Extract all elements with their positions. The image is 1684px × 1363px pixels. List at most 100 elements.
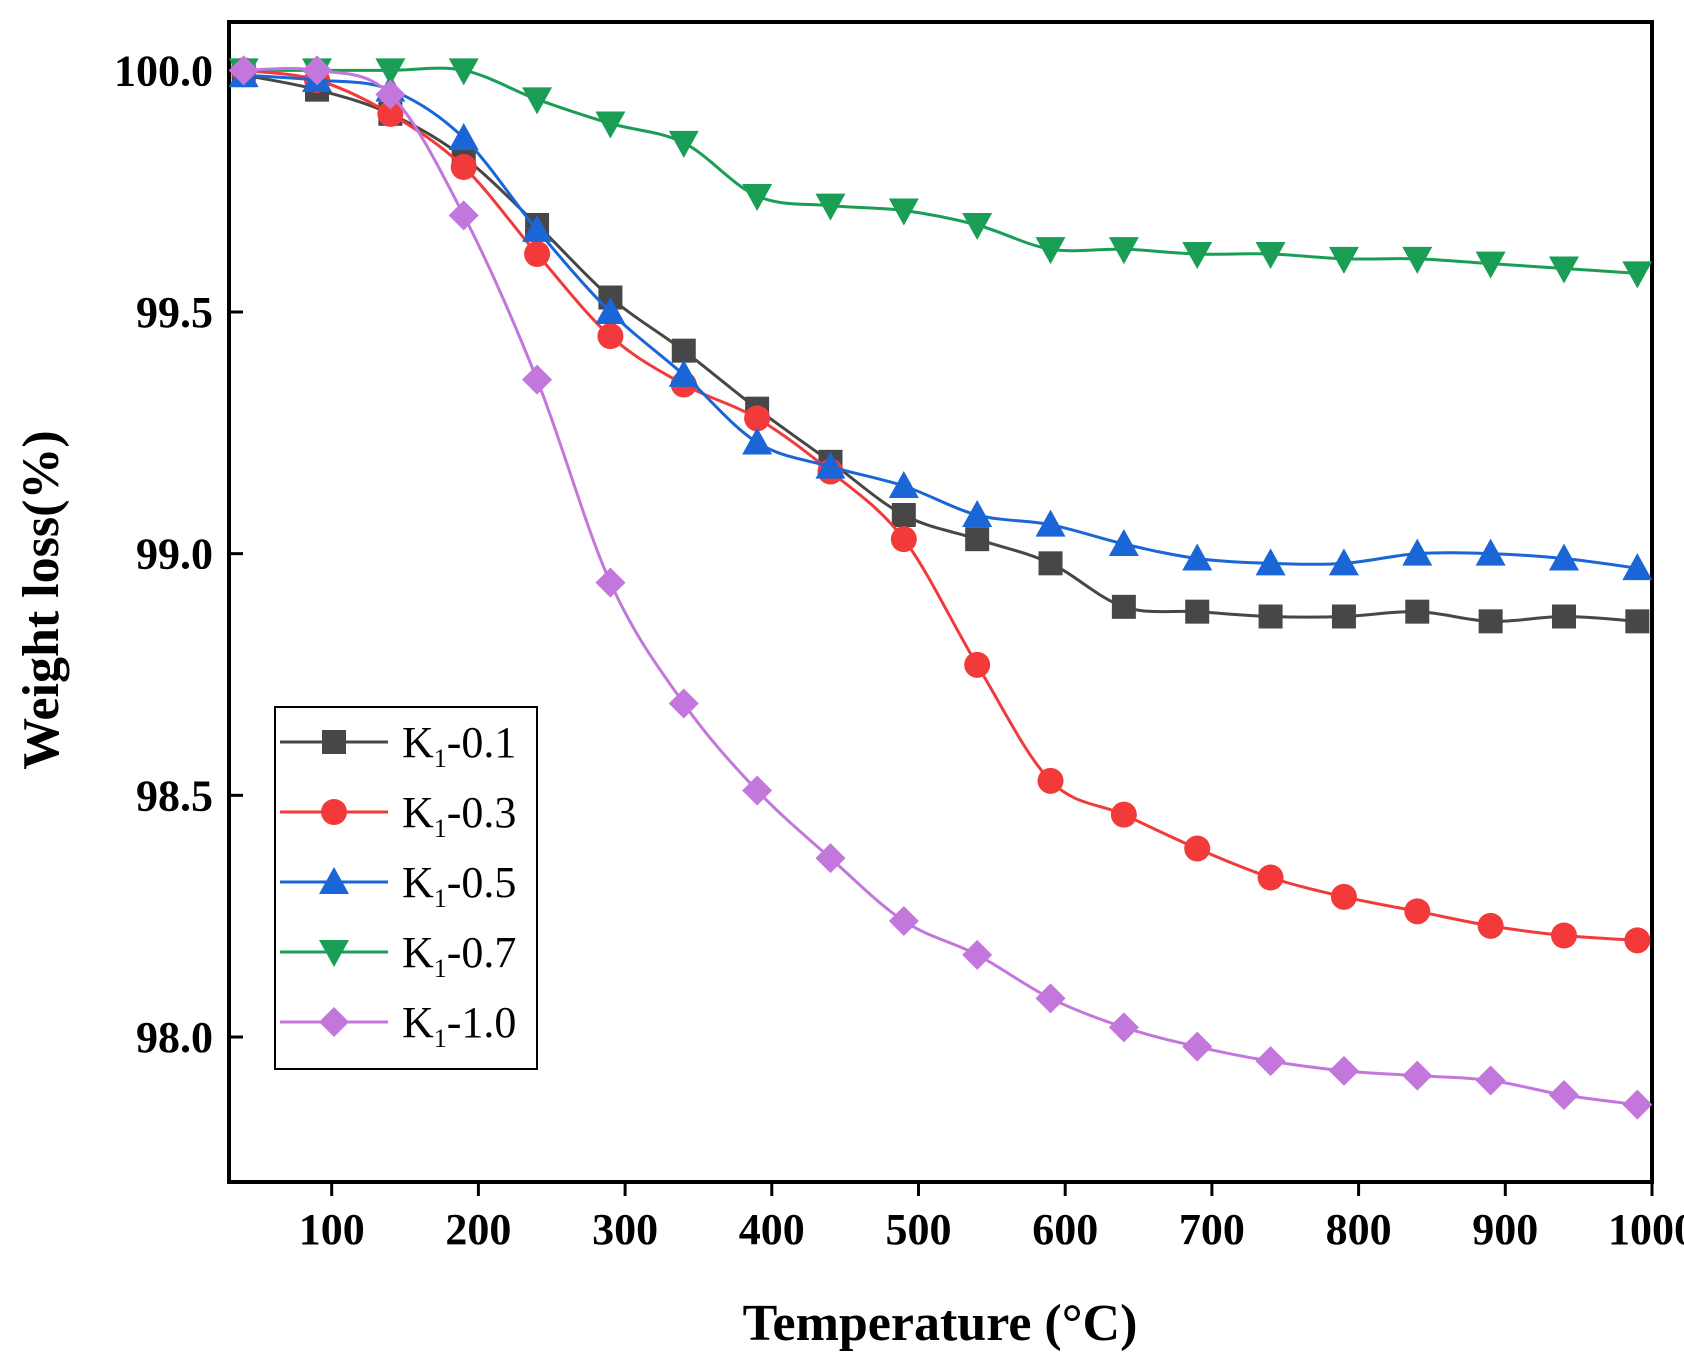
data-point-marker <box>1108 1012 1139 1043</box>
series-line <box>243 68 1638 942</box>
series-K1-0.5 <box>228 60 1653 581</box>
data-point-marker <box>1478 609 1503 634</box>
data-point-marker <box>1257 864 1284 891</box>
data-point-marker <box>888 471 919 498</box>
legend-label: K1-0.1 <box>402 718 516 773</box>
legend-marker <box>319 1007 349 1037</box>
data-point-marker <box>1035 509 1066 537</box>
data-point-marker <box>742 775 773 806</box>
y-tick-label: 99.5 <box>136 288 213 337</box>
data-point-marker <box>448 58 479 86</box>
data-point-marker <box>815 451 846 479</box>
data-point-marker <box>1477 912 1504 939</box>
data-point-marker <box>1475 1065 1506 1096</box>
y-axis-title: Weight loss(%) <box>13 430 70 769</box>
data-point-marker <box>1402 538 1433 566</box>
legend-label: K1-0.5 <box>402 858 516 913</box>
data-point-marker <box>742 427 773 455</box>
data-point-marker <box>1328 1055 1359 1086</box>
x-tick-label: 700 <box>1179 1205 1245 1254</box>
legend-marker <box>319 940 349 967</box>
x-tick-label: 900 <box>1472 1205 1538 1254</box>
data-point-marker <box>1551 604 1576 629</box>
data-point-marker <box>815 193 846 221</box>
series-K1-0.7 <box>228 58 1653 289</box>
data-point-marker <box>1255 1046 1286 1077</box>
data-point-marker <box>595 111 626 139</box>
legend-item: K1-0.5 <box>280 858 516 913</box>
data-point-marker <box>1402 246 1433 274</box>
data-point-marker <box>890 526 917 553</box>
data-point-marker <box>671 338 696 363</box>
data-point-marker <box>1108 529 1139 556</box>
data-point-marker <box>1108 237 1139 265</box>
x-tick-label: 100 <box>299 1205 365 1254</box>
legend-label: K1-0.3 <box>402 788 516 843</box>
x-tick-label: 800 <box>1326 1205 1392 1254</box>
x-axis-ticks: 100 200 300 400 500 600 700 800 900 1000 <box>299 1182 1684 1254</box>
data-point-marker <box>668 688 699 719</box>
data-point-marker <box>1550 922 1577 949</box>
data-point-marker <box>1255 242 1286 269</box>
data-point-marker <box>522 364 553 395</box>
legend: K1-0.1 K1-0.3 K1-0.5 K1-0.7 K1-1.0 <box>274 706 538 1070</box>
data-point-marker <box>964 651 991 678</box>
x-tick-label: 400 <box>739 1205 805 1254</box>
data-point-marker <box>891 503 916 527</box>
legend-marker <box>321 799 347 825</box>
x-tick-label: 500 <box>885 1205 951 1254</box>
data-point-marker <box>668 359 699 387</box>
data-point-marker <box>1405 599 1430 624</box>
data-point-marker <box>1624 927 1651 954</box>
data-point-marker <box>1402 1060 1433 1091</box>
x-tick-label: 600 <box>1032 1205 1098 1254</box>
y-axis-ticks: 98.0 98.5 99.0 99.5 100.0 <box>114 46 243 1062</box>
data-point-marker <box>524 241 551 267</box>
data-point-marker <box>448 123 479 150</box>
data-point-marker <box>965 527 990 552</box>
data-point-marker <box>1110 801 1137 828</box>
data-point-marker <box>1475 251 1506 279</box>
data-point-marker <box>450 154 477 180</box>
data-point-marker <box>1548 1080 1579 1110</box>
legend-label: K1-0.7 <box>402 928 516 983</box>
data-point-marker <box>1404 898 1431 925</box>
data-point-marker <box>228 55 259 86</box>
data-point-marker <box>962 939 993 970</box>
series-layer <box>228 55 1653 1120</box>
data-point-marker <box>815 843 846 874</box>
data-point-marker <box>1182 543 1213 571</box>
data-point-marker <box>522 87 553 115</box>
data-point-marker <box>1625 609 1650 634</box>
y-tick-label: 100.0 <box>114 46 213 95</box>
legend-item: K1-0.7 <box>280 928 516 983</box>
data-point-marker <box>377 100 404 127</box>
x-tick-label: 200 <box>445 1205 511 1254</box>
legend-box <box>274 706 538 1070</box>
data-point-marker <box>1328 548 1359 576</box>
x-axis-title: Temperature (°C) <box>743 1295 1138 1352</box>
data-point-marker <box>1331 604 1356 629</box>
data-point-marker <box>597 323 624 350</box>
data-point-marker <box>1038 551 1063 576</box>
series-K1-1.0 <box>228 55 1653 1120</box>
x-tick-label: 300 <box>592 1205 658 1254</box>
data-point-marker <box>448 200 479 231</box>
data-point-marker <box>1111 594 1136 619</box>
data-point-marker <box>888 906 919 936</box>
data-point-marker <box>1622 261 1653 289</box>
data-point-marker <box>962 500 993 527</box>
data-point-marker <box>1548 543 1579 571</box>
data-point-marker <box>375 79 406 110</box>
data-point-marker <box>1622 1089 1653 1120</box>
data-point-marker <box>375 58 406 86</box>
y-tick-label: 98.5 <box>136 771 213 820</box>
y-tick-label: 99.0 <box>136 530 213 579</box>
data-point-marker <box>1182 242 1213 269</box>
data-point-marker <box>1035 983 1066 1014</box>
y-tick-label: 98.0 <box>136 1013 213 1062</box>
data-point-marker <box>1182 1031 1213 1062</box>
data-point-marker <box>1185 599 1210 624</box>
